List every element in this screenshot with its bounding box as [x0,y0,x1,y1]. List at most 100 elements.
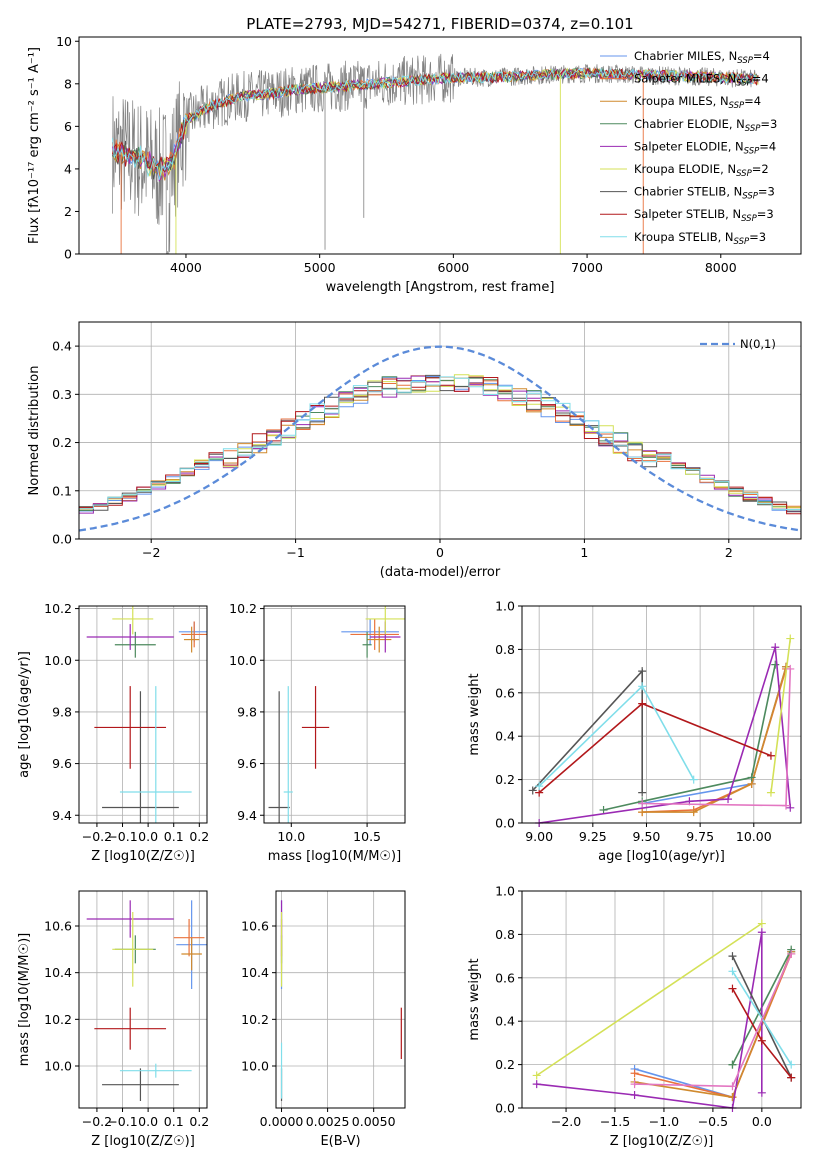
weight-marker [728,967,737,976]
weight-series-7 [532,669,643,793]
x-tick-label: 4000 [170,260,202,275]
normal-reference-curve [79,345,801,532]
weight-marker [781,801,790,810]
weight-marker [757,1088,766,1097]
x-tick-label: 9.50 [633,829,661,844]
y-tick-label: 0 [64,247,72,262]
x-axis-label: (data-model)/error [380,565,501,580]
weight-marker [786,803,795,812]
x-tick-label: 7000 [571,260,603,275]
x-axis-label: Z [log10(Z/Z☉)] [91,849,195,864]
model-spectrum-9 [111,67,759,180]
x-axis-label: Z [log10(Z/Z☉)] [610,1134,714,1149]
y-tick-label: 9.6 [237,756,257,771]
weight-marker [638,808,647,817]
weight-marker [724,795,733,804]
x-tick-label: 10.0 [277,829,305,844]
x-tick-label: 0.2 [189,829,209,844]
x-tick-label: −0.1 [107,1114,137,1129]
weight-series-5 [536,932,763,1108]
weight-marker [728,952,737,961]
y-tick-label: 10.6 [44,919,72,934]
y-tick-label: 0.4 [495,729,515,744]
weight-marker [787,1060,796,1069]
observed-spectrum-line [112,53,759,254]
weight-marker [728,1082,737,1091]
y-axis-label: age [log10(age/yr)] [17,651,32,778]
y-tick-label: 0.4 [52,339,72,354]
x-tick-label: 2 [725,545,733,560]
weight-marker [535,782,544,791]
x-tick-label: 0.0 [138,1114,158,1129]
x-tick-label: 5000 [304,260,336,275]
axes-frame [263,605,406,824]
axes-frame [521,890,802,1109]
axes-frame [78,321,802,540]
y-tick-label: 0.2 [52,435,72,450]
x-tick-label: −0.1 [107,829,137,844]
y-tick-label: 9.6 [52,756,72,771]
weight-marker [689,808,698,817]
legend-entry: Salpeter ELODIE, NSSP=4 [634,139,776,156]
x-tick-label: 0.0 [752,1114,772,1129]
x-tick-label: 6000 [437,260,469,275]
y-tick-label: 0.0 [52,532,72,547]
y-tick-label: 9.8 [52,704,72,719]
weight-marker [728,984,737,993]
y-tick-label: 10.2 [44,601,72,616]
legend-entry: Kroupa STELIB, NSSP=3 [634,230,766,247]
y-tick-label: 4 [64,161,72,176]
x-tick-label: 0.0000 [260,1114,304,1129]
weight-series-6 [536,922,763,1077]
weight-marker [747,773,756,782]
weight-series-3 [642,666,787,813]
x-tick-label: 1 [580,545,588,560]
x-tick-label: −1.0 [649,1114,679,1129]
y-tick-label: 2 [64,204,72,219]
weight-marker [630,1090,639,1099]
y-tick-label: 0.0 [495,816,515,831]
y-tick-label: 10.0 [229,653,257,668]
y-axis-label: Normed distribution [27,366,42,496]
legend-entry: Salpeter STELIB, NSSP=3 [634,207,774,224]
x-tick-label: −0.2 [82,1114,112,1129]
x-tick-label: −1.5 [600,1114,630,1129]
y-axis-label: mass [log10(M/M☉)] [17,933,32,1066]
y-tick-label: 10.2 [241,1012,269,1027]
y-tick-label: 1.0 [495,884,515,899]
weight-series-4 [603,664,776,811]
x-tick-label: −1 [286,545,304,560]
x-tick-label: −0.2 [82,829,112,844]
y-tick-label: 0.0 [495,1101,515,1116]
weight-marker [689,775,698,784]
weight-marker [599,805,608,814]
axes-frame [521,605,802,824]
y-tick-label: 9.8 [237,704,257,719]
y-tick-label: 10 [56,34,72,49]
x-tick-label: −2 [142,545,160,560]
y-tick-label: 0.8 [495,927,515,942]
weight-marker [771,660,780,669]
axes-frame [275,890,406,1109]
y-axis-label: mass weight [467,673,482,755]
y-tick-label: 10.0 [44,653,72,668]
x-axis-label: wavelength [Angstrom, rest frame] [326,280,555,295]
x-tick-label: 0.0025 [306,1114,350,1129]
figure-title: PLATE=2793, MJD=54271, FIBERID=0374, z=0… [246,15,633,33]
x-tick-label: −2.0 [551,1114,581,1129]
y-tick-label: 0.6 [495,685,515,700]
y-tick-label: 0.2 [495,1057,515,1072]
weight-marker [638,682,647,691]
x-tick-label: 0.1 [164,1114,184,1129]
weight-marker [757,919,766,928]
x-tick-label: 9.25 [579,829,607,844]
y-tick-label: 0.6 [495,970,515,985]
y-axis-label: Flux [fλ10⁻¹⁷ erg cm⁻² s⁻¹ A⁻¹] [27,47,42,244]
weight-marker [638,667,647,676]
x-tick-label: 9.00 [525,829,553,844]
x-axis-label: age [log10(age/yr)] [598,849,725,864]
y-tick-label: 8 [64,76,72,91]
x-tick-label: 10.5 [353,829,381,844]
y-tick-label: 10.2 [229,601,257,616]
